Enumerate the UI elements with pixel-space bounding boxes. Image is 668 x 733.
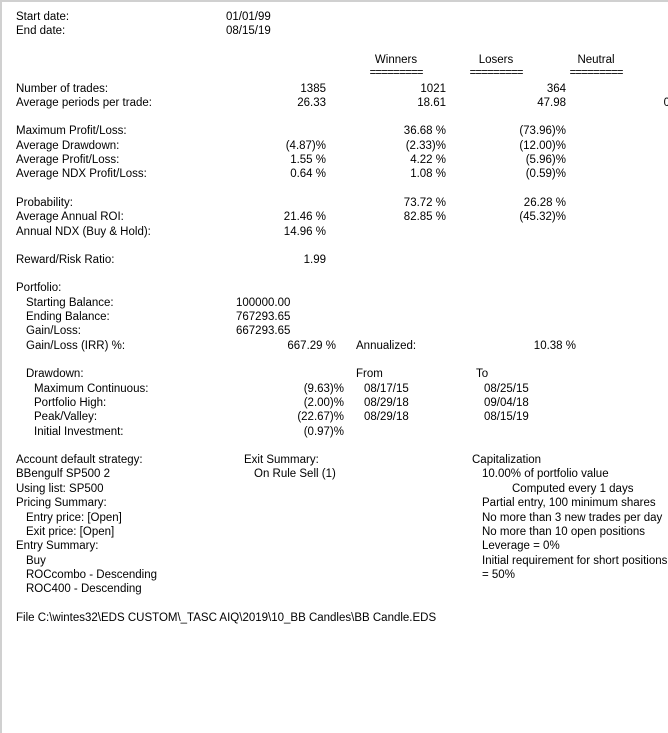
dd-peak-valley-row: Peak/Valley: (22.67)% 08/29/18 08/15/19 <box>16 410 668 424</box>
avg-dd-row: Average Drawdown: (4.87)% (2.33)% (12.00… <box>16 139 668 153</box>
end-date-label: End date: <box>16 24 226 38</box>
neutral-header: Neutral <box>546 53 646 67</box>
report-content: Start date: 01/01/99 End date: 08/15/19 … <box>2 2 668 633</box>
footer-col1: Account default strategy: BBengulf SP500… <box>16 453 244 597</box>
avg-ndx-row: Average NDX Profit/Loss: 0.64 % 1.08 % (… <box>16 167 668 181</box>
end-date-row: End date: 08/15/19 <box>16 24 668 38</box>
file-path: File C:\wintes32\EDS CUSTOM\_TASC AIQ\20… <box>16 611 668 625</box>
footer-col2: Exit Summary: On Rule Sell (1) <box>244 453 472 482</box>
reward-risk-row: Reward/Risk Ratio: 1.99 <box>16 253 668 267</box>
probability-row: Probability: 73.72 % 26.28 % <box>16 196 668 210</box>
gain-loss-row: Gain/Loss: 667293.65 <box>16 324 668 338</box>
start-date-row: Start date: 01/01/99 <box>16 10 668 24</box>
starting-balance-row: Starting Balance: 100000.00 <box>16 296 668 310</box>
header-underline: ========= ========= ========= <box>16 67 668 81</box>
footer-col3: Capitalization 10.00% of portfolio value… <box>472 453 668 582</box>
start-date-label: Start date: <box>16 10 226 24</box>
irr-row: Gain/Loss (IRR) %: 667.29 % Annualized: … <box>16 339 668 353</box>
max-pl-row: Maximum Profit/Loss: 36.68 % (73.96)% <box>16 124 668 138</box>
ndx-bh-row: Annual NDX (Buy & Hold): 14.96 % <box>16 225 668 239</box>
dd-portfolio-high-row: Portfolio High: (2.00)% 08/29/18 09/04/1… <box>16 396 668 410</box>
avg-pl-row: Average Profit/Loss: 1.55 % 4.22 % (5.96… <box>16 153 668 167</box>
column-headers: Winners Losers Neutral <box>16 53 668 67</box>
ending-balance-row: Ending Balance: 767293.65 <box>16 310 668 324</box>
dd-max-cont-row: Maximum Continuous: (9.63)% 08/17/15 08/… <box>16 382 668 396</box>
summary-footer: Account default strategy: BBengulf SP500… <box>16 453 668 597</box>
avg-periods-row: Average periods per trade: 26.33 18.61 4… <box>16 96 668 110</box>
drawdown-header-row: Drawdown: From To <box>16 367 668 381</box>
end-date-value: 08/15/19 <box>226 24 326 38</box>
start-date-value: 01/01/99 <box>226 10 326 24</box>
num-trades-row: Number of trades: 1385 1021 364 0 <box>16 82 668 96</box>
winners-header: Winners <box>346 53 446 67</box>
portfolio-header: Portfolio: <box>16 281 668 295</box>
losers-header: Losers <box>446 53 546 67</box>
dd-initial-inv-row: Initial Investment: (0.97)% <box>16 425 668 439</box>
roi-row: Average Annual ROI: 21.46 % 82.85 % (45.… <box>16 210 668 224</box>
